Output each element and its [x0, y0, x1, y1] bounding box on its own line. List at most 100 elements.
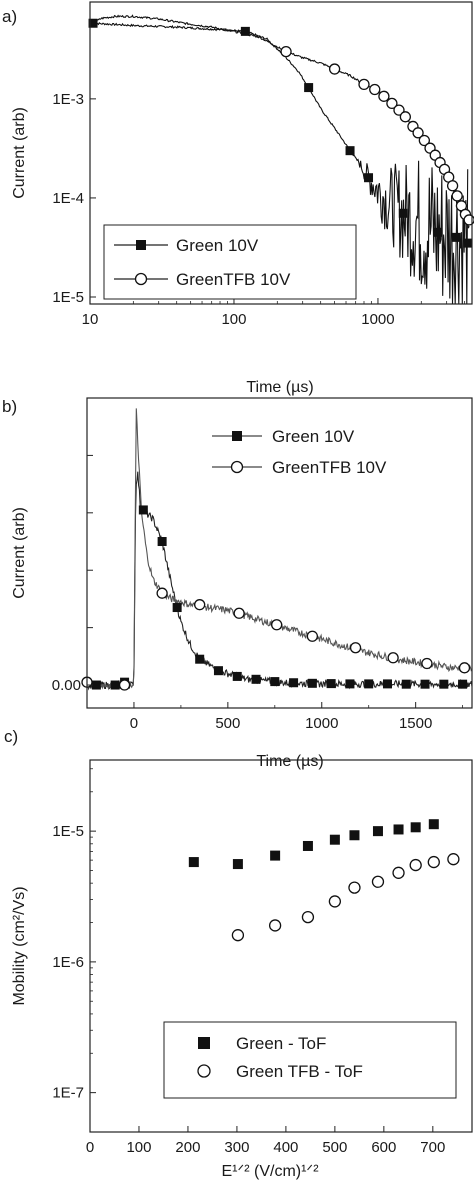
data-point-square: [349, 830, 360, 841]
data-point-square: [433, 227, 443, 237]
data-point-square: [213, 666, 223, 676]
data-point-square: [364, 173, 374, 183]
panel-b-ylabel: Current (arb): [11, 507, 28, 599]
x-tick-label: 1000: [361, 311, 394, 328]
data-point-square: [110, 680, 120, 690]
data-point-square: [398, 208, 408, 218]
data-point-square: [307, 678, 317, 688]
data-point-circle: [446, 180, 459, 192]
panel-c-axes: 0 100 200 300 400 500 600 700 1E-5 1E-6 1E-7: [52, 768, 445, 1156]
open-circle-marker-icon: [134, 272, 148, 286]
data-point-square: [393, 824, 404, 835]
panel-a-frame: [89, 1, 473, 305]
data-point-circle: [387, 652, 399, 664]
data-point-circle: [369, 83, 381, 96]
data-point-circle: [328, 63, 341, 75]
data-point-circle: [409, 858, 422, 872]
panel-c-legend-label-greentfb: Green TFB - ToF: [236, 1062, 363, 1081]
data-point-square: [172, 603, 182, 613]
panel-b-axes: 0 500 1000 1500 0.00: [52, 454, 464, 732]
data-point-circle: [233, 607, 245, 619]
open-circle-marker-icon: [197, 1064, 211, 1078]
data-point-circle: [447, 853, 460, 866]
panel-a-series: [88, 14, 474, 305]
panel-a-legend: Green 10V GreenTFB 10V: [103, 224, 357, 300]
panel-c-series: [188, 819, 460, 942]
data-point-square: [345, 146, 355, 156]
data-point-circle: [451, 190, 463, 202]
x-tick-label: 10: [82, 311, 99, 328]
x-tick-label: 0: [130, 715, 138, 732]
y-tick-label: 1E-5: [52, 823, 84, 840]
data-point-square: [410, 822, 421, 833]
series-line: [86, 471, 473, 691]
data-point-square: [195, 654, 205, 664]
panel-a-legend-label-green: Green 10V: [176, 236, 259, 255]
data-point-square: [463, 238, 473, 248]
data-point-circle: [371, 875, 385, 888]
data-point-circle: [412, 127, 424, 139]
data-point-circle: [231, 929, 245, 942]
panel-a-label: a): [2, 7, 17, 26]
panel-c-legend-box: [163, 1021, 457, 1099]
data-point-square: [240, 26, 250, 36]
x-tick-label: 500: [322, 1139, 347, 1156]
data-point-circle: [301, 910, 315, 924]
data-point-circle: [421, 657, 433, 670]
data-point-square: [439, 679, 449, 689]
x-tick-label: 100: [221, 311, 246, 328]
panel-b-frame: [86, 397, 473, 709]
series-line: [93, 21, 469, 305]
data-point-circle: [386, 97, 398, 110]
panel-b-series: [81, 408, 473, 691]
panel-b-xlabel: Time (µs): [256, 753, 323, 770]
data-point-square: [91, 680, 101, 690]
data-point-circle: [118, 679, 131, 691]
data-point-square: [345, 679, 355, 689]
x-tick-label: 0: [86, 1139, 94, 1156]
data-point-circle: [458, 662, 471, 674]
panel-a-legend-label-greentfb: GreenTFB 10V: [176, 270, 291, 289]
data-point-square: [157, 537, 167, 547]
x-tick-label: 600: [371, 1139, 396, 1156]
data-point-square: [289, 678, 299, 688]
data-point-circle: [349, 642, 362, 654]
x-tick-label: 400: [273, 1139, 298, 1156]
data-point-circle: [378, 90, 390, 102]
x-tick-label: 700: [420, 1139, 445, 1156]
x-tick-label: 300: [224, 1139, 249, 1156]
data-point-square: [270, 850, 281, 861]
data-point-square: [302, 840, 313, 851]
data-point-square: [304, 83, 314, 93]
panel-b-legend-label-greentfb: GreenTFB 10V: [272, 458, 387, 477]
data-point-square: [188, 857, 199, 868]
data-point-circle: [393, 104, 405, 116]
data-point-circle: [399, 111, 412, 123]
data-point-square: [451, 232, 461, 242]
panel-c-label: c): [4, 727, 18, 746]
x-tick-label: 1500: [399, 715, 432, 732]
data-point-circle: [358, 78, 370, 91]
panel-b-legend: Green 10V GreenTFB 10V: [212, 427, 387, 477]
data-point-square: [401, 679, 411, 689]
x-tick-label: 1000: [305, 715, 338, 732]
data-point-circle: [280, 45, 292, 58]
data-point-circle: [392, 866, 405, 879]
data-point-circle: [418, 134, 430, 147]
data-point-square: [88, 18, 98, 28]
panel-a: a) 10 100 1000 1E-3 1E-4 1E-5 Time (µs) Curre…: [2, 1, 474, 396]
x-tick-label: 200: [175, 1139, 200, 1156]
data-point-square: [382, 679, 392, 689]
panel-b: b) 0 500 1000 1500 0.00 Time (µs) Current (a…: [2, 397, 473, 770]
data-point-circle: [271, 619, 283, 631]
panel-b-legend-label-green: Green 10V: [272, 427, 355, 446]
data-point-square: [232, 671, 242, 681]
data-point-square: [329, 834, 340, 845]
y-tick-label: 1E-6: [52, 954, 84, 971]
data-point-square: [420, 679, 430, 689]
filled-square-marker-icon: [136, 240, 146, 250]
panel-a-xlabel: Time (µs): [246, 379, 313, 396]
y-tick-label: 0.00: [52, 677, 81, 694]
panel-a-axes: 10 100 1000 1E-3 1E-4 1E-5: [52, 91, 466, 328]
